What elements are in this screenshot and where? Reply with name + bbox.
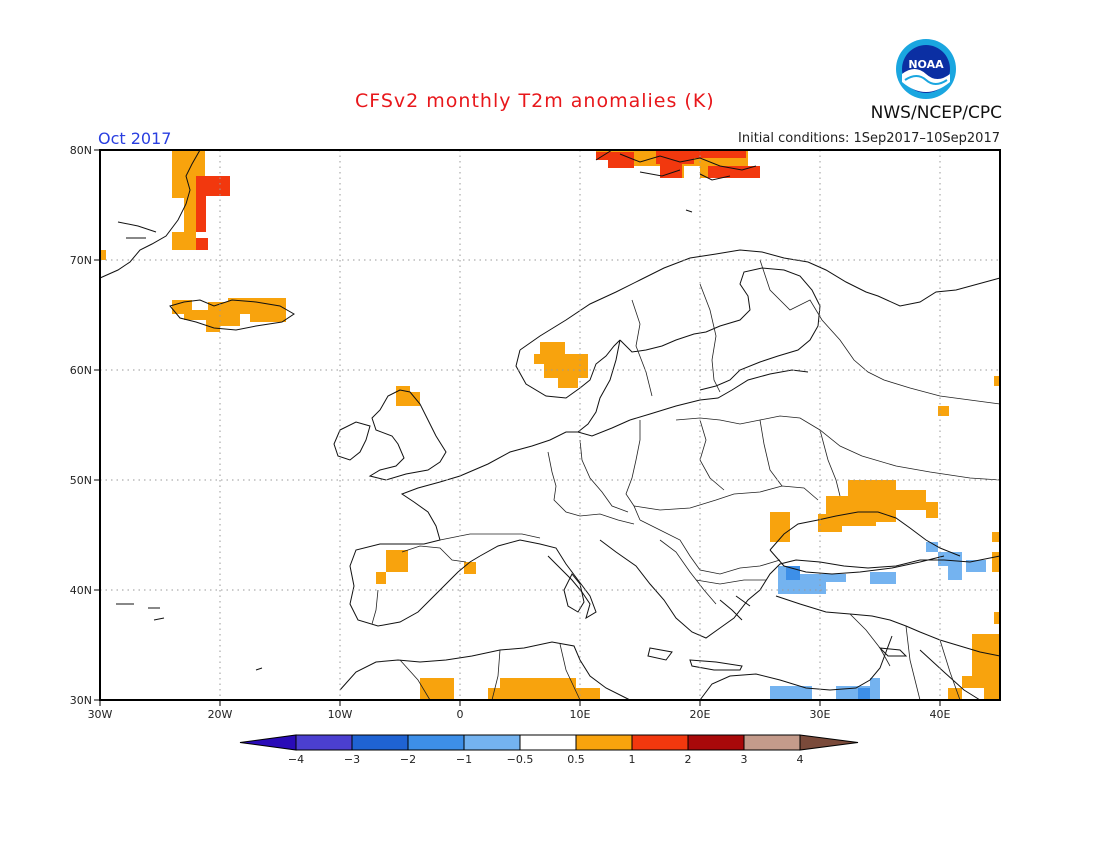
colorbar-swatch <box>239 734 297 751</box>
coast-iceland <box>169 299 295 331</box>
anomaly-greenland-warm <box>196 176 230 232</box>
map-frame <box>100 150 1000 700</box>
colorbar-swatch <box>351 734 409 751</box>
lat-label: 60N <box>70 364 92 377</box>
anomaly-iberia <box>386 550 408 572</box>
lon-label: 20E <box>690 708 711 721</box>
lat-label: 30N <box>70 694 92 707</box>
noaa-logo-icon: NOAA <box>896 39 956 99</box>
coast-svalbard <box>595 149 757 213</box>
lon-label: 30E <box>810 708 831 721</box>
anomaly-scotland <box>396 386 420 406</box>
colorbar-label: −2 <box>400 753 416 766</box>
colorbar-label: 4 <box>797 753 804 766</box>
anomaly-middle-east <box>962 634 1000 700</box>
lon-label: 20W <box>208 708 233 721</box>
lat-label: 80N <box>70 144 92 157</box>
coast-british-isles <box>368 389 447 481</box>
anomaly-norway <box>534 342 588 388</box>
colorbar-swatch <box>799 734 859 751</box>
colorbar-swatch <box>519 734 577 751</box>
colorbar-label: 3 <box>741 753 748 766</box>
graticule <box>100 150 1000 700</box>
colorbar-swatch <box>295 734 353 751</box>
forecast-month: Oct 2017 <box>98 129 172 148</box>
noaa-logo-text: NOAA <box>908 58 944 71</box>
lat-label: 40N <box>70 584 92 597</box>
colorbar-label: −0.5 <box>507 753 534 766</box>
coast-med-islands <box>563 573 908 671</box>
colorbar-label: −4 <box>288 753 304 766</box>
coast-baltic <box>629 369 809 421</box>
colorbar-swatch <box>631 734 689 751</box>
anomaly-ukraine <box>818 480 938 532</box>
colorbar-label: 1 <box>629 753 636 766</box>
lon-label: 30W <box>88 708 113 721</box>
colorbar-swatch <box>743 734 801 751</box>
anomaly-greenland-east <box>172 150 205 250</box>
coast-greenland <box>99 149 201 279</box>
latitude-labels: 30N 40N 50N 60N 70N 80N <box>70 144 100 707</box>
colorbar-swatch <box>463 734 521 751</box>
colorbar-swatch <box>687 734 745 751</box>
anomaly-north-africa <box>420 678 454 700</box>
anomaly-iceland <box>172 298 286 332</box>
colorbar-label: 0.5 <box>567 753 585 766</box>
agency-label: NWS/NCEP/CPC <box>870 103 1002 123</box>
map-border <box>99 149 1001 701</box>
colorbar-swatch <box>407 734 465 751</box>
coast-scandinavia <box>519 249 1001 351</box>
lon-label: 10E <box>570 708 591 721</box>
coast-black-sea <box>769 511 961 557</box>
colorbar-label: −1 <box>456 753 472 766</box>
initial-conditions: Initial conditions: 1Sep2017–10Sep2017 <box>738 131 1000 146</box>
map-title: CFSv2 monthly T2m anomalies (K) <box>355 90 715 112</box>
coastlines <box>99 149 1001 701</box>
lon-label: 40E <box>930 708 951 721</box>
country-borders <box>371 259 1001 701</box>
longitude-labels: 30W 20W 10W 0 10E 20E 30E 40E <box>88 700 951 721</box>
anomaly-east-med <box>770 686 812 700</box>
coast-turkey-south <box>775 595 1001 657</box>
lon-label: 0 <box>457 708 464 721</box>
lat-label: 70N <box>70 254 92 267</box>
lon-label: 10W <box>328 708 353 721</box>
colorbar-label: −3 <box>344 753 360 766</box>
lat-label: 50N <box>70 474 92 487</box>
colorbar-legend: −4 −3 −2 −1 −0.5 0.5 1 2 3 4 <box>239 734 859 766</box>
colorbar-swatch <box>575 734 633 751</box>
colorbar-label: 2 <box>685 753 692 766</box>
coast-western-europe <box>439 419 631 483</box>
